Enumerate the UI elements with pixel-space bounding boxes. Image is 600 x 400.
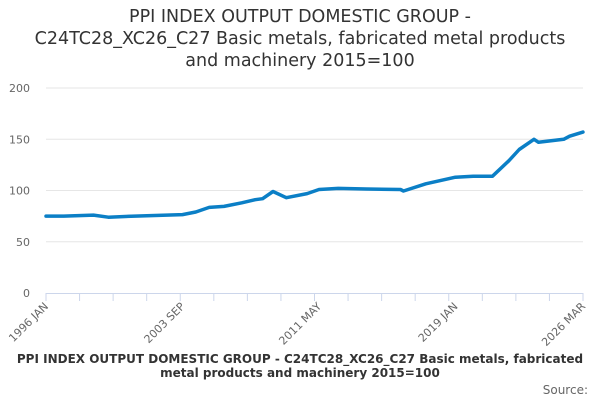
y-tick-label: 0 (23, 287, 30, 300)
chart-title-line: PPI INDEX OUTPUT DOMESTIC GROUP - (129, 7, 471, 27)
y-tick-label: 100 (9, 185, 30, 198)
source-label: Source: (542, 383, 588, 397)
chart-title: PPI INDEX OUTPUT DOMESTIC GROUP - C24TC2… (0, 6, 600, 72)
chart-caption: PPI INDEX OUTPUT DOMESTIC GROUP - C24TC2… (16, 352, 584, 380)
x-tick-label: 2011 MAY (276, 300, 324, 348)
x-tick-label: 2003 SEP (142, 300, 188, 346)
x-tick-label: 2019 JAN (416, 300, 461, 345)
y-tick-label: 50 (16, 236, 30, 249)
x-axis: 1996 JAN 2003 SEP 2011 MAY 2019 JAN 2026 MAR (6, 293, 588, 349)
series (44, 130, 585, 219)
y-tick-label: 200 (9, 82, 30, 95)
y-tick-label: 150 (9, 133, 30, 146)
x-tick-label: 1996 JAN (6, 300, 51, 345)
chart-title-line: C24TC28_XC26_C27 Basic metals, fabricate… (34, 29, 566, 49)
series-line (44, 130, 585, 219)
y-axis: 0 50 100 150 200 (9, 82, 30, 300)
chart-title-line: and machinery 2015=100 (185, 51, 415, 71)
x-tick-label: 2026 MAR (539, 300, 588, 349)
